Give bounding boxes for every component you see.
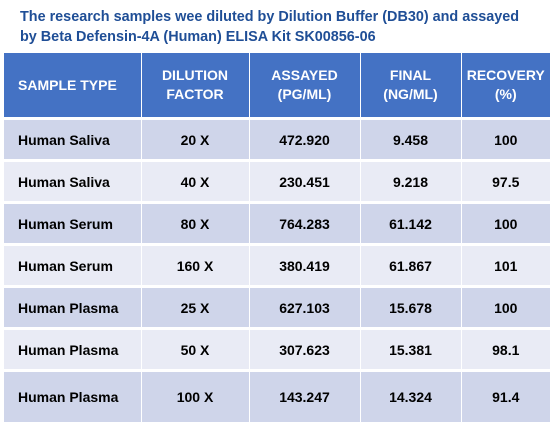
header-label-sub: (%) xyxy=(494,86,517,102)
cell-sample-type: Human Saliva xyxy=(4,117,142,161)
table-row: Human Saliva 20 X 472.920 9.458 100 xyxy=(4,117,550,161)
cell-dilution-factor: 25 X xyxy=(141,285,250,329)
cell-final: 61.142 xyxy=(360,201,462,245)
cell-recovery: 97.5 xyxy=(461,159,550,203)
cell-final: 14.324 xyxy=(360,369,462,422)
table-row: Human Serum 160 X 380.419 61.867 101 xyxy=(4,243,550,287)
header-sample-type: SAMPLE TYPE xyxy=(4,53,142,119)
header-label-sub: (NG/ML) xyxy=(383,86,438,102)
table-row: Human Serum 80 X 764.283 61.142 100 xyxy=(4,201,550,245)
table-row: Human Plasma 100 X 143.247 14.324 91.4 xyxy=(4,369,550,422)
cell-assayed: 764.283 xyxy=(249,201,361,245)
table-body: Human Saliva 20 X 472.920 9.458 100 Huma… xyxy=(4,117,550,422)
cell-final: 61.867 xyxy=(360,243,462,287)
cell-recovery: 100 xyxy=(461,285,550,329)
table-row: Human Plasma 50 X 307.623 15.381 98.1 xyxy=(4,327,550,371)
cell-final: 15.381 xyxy=(360,327,462,371)
cell-assayed: 627.103 xyxy=(249,285,361,329)
header-label: DILUTION xyxy=(161,67,229,83)
cell-dilution-factor: 20 X xyxy=(141,117,250,161)
caption-line-1: The research samples wee diluted by Dilu… xyxy=(20,9,520,25)
cell-dilution-factor: 50 X xyxy=(141,327,250,371)
header-final: FINAL (NG/ML) xyxy=(360,53,462,119)
cell-final: 9.218 xyxy=(360,159,462,203)
table-row: Human Saliva 40 X 230.451 9.218 97.5 xyxy=(4,159,550,203)
header-dilution-factor: DILUTION FACTOR xyxy=(141,53,250,119)
cell-recovery: 100 xyxy=(461,117,550,161)
header-label: SAMPLE TYPE xyxy=(18,76,117,93)
cell-assayed: 472.920 xyxy=(249,117,361,161)
header-row: SAMPLE TYPE DILUTION FACTOR ASSAYED (PG/… xyxy=(4,53,550,119)
header-label: ASSAYED xyxy=(271,67,338,83)
header-label: FINAL xyxy=(389,67,432,83)
cell-final: 15.678 xyxy=(360,285,462,329)
cell-dilution-factor: 100 X xyxy=(141,369,250,422)
cell-assayed: 307.623 xyxy=(249,327,361,371)
cell-assayed: 380.419 xyxy=(249,243,361,287)
cell-recovery: 98.1 xyxy=(461,327,550,371)
cell-assayed: 143.247 xyxy=(249,369,361,422)
cell-recovery: 100 xyxy=(461,201,550,245)
cell-sample-type: Human Serum xyxy=(4,201,142,245)
cell-assayed: 230.451 xyxy=(249,159,361,203)
cell-sample-type: Human Plasma xyxy=(4,369,142,422)
cell-recovery: 101 xyxy=(461,243,550,287)
cell-final: 9.458 xyxy=(360,117,462,161)
table-row: Human Plasma 25 X 627.103 15.678 100 xyxy=(4,285,550,329)
header-label: RECOVERY xyxy=(466,67,545,83)
header-label-sub: (PG/ML) xyxy=(277,86,332,102)
cell-sample-type: Human Saliva xyxy=(4,159,142,203)
results-table: SAMPLE TYPE DILUTION FACTOR ASSAYED (PG/… xyxy=(4,53,550,422)
caption-line-2: by Beta Defensin-4A (Human) ELISA Kit SK… xyxy=(20,29,376,45)
cell-recovery: 91.4 xyxy=(461,369,550,422)
cell-sample-type: Human Serum xyxy=(4,243,142,287)
header-label-sub: FACTOR xyxy=(166,86,224,102)
cell-sample-type: Human Plasma xyxy=(4,327,142,371)
header-recovery: RECOVERY (%) xyxy=(461,53,550,119)
table-header: SAMPLE TYPE DILUTION FACTOR ASSAYED (PG/… xyxy=(4,53,550,119)
cell-dilution-factor: 80 X xyxy=(141,201,250,245)
cell-dilution-factor: 40 X xyxy=(141,159,250,203)
table-caption: The research samples wee diluted by Dilu… xyxy=(20,7,550,47)
cell-sample-type: Human Plasma xyxy=(4,285,142,329)
cell-dilution-factor: 160 X xyxy=(141,243,250,287)
header-assayed: ASSAYED (PG/ML) xyxy=(249,53,361,119)
